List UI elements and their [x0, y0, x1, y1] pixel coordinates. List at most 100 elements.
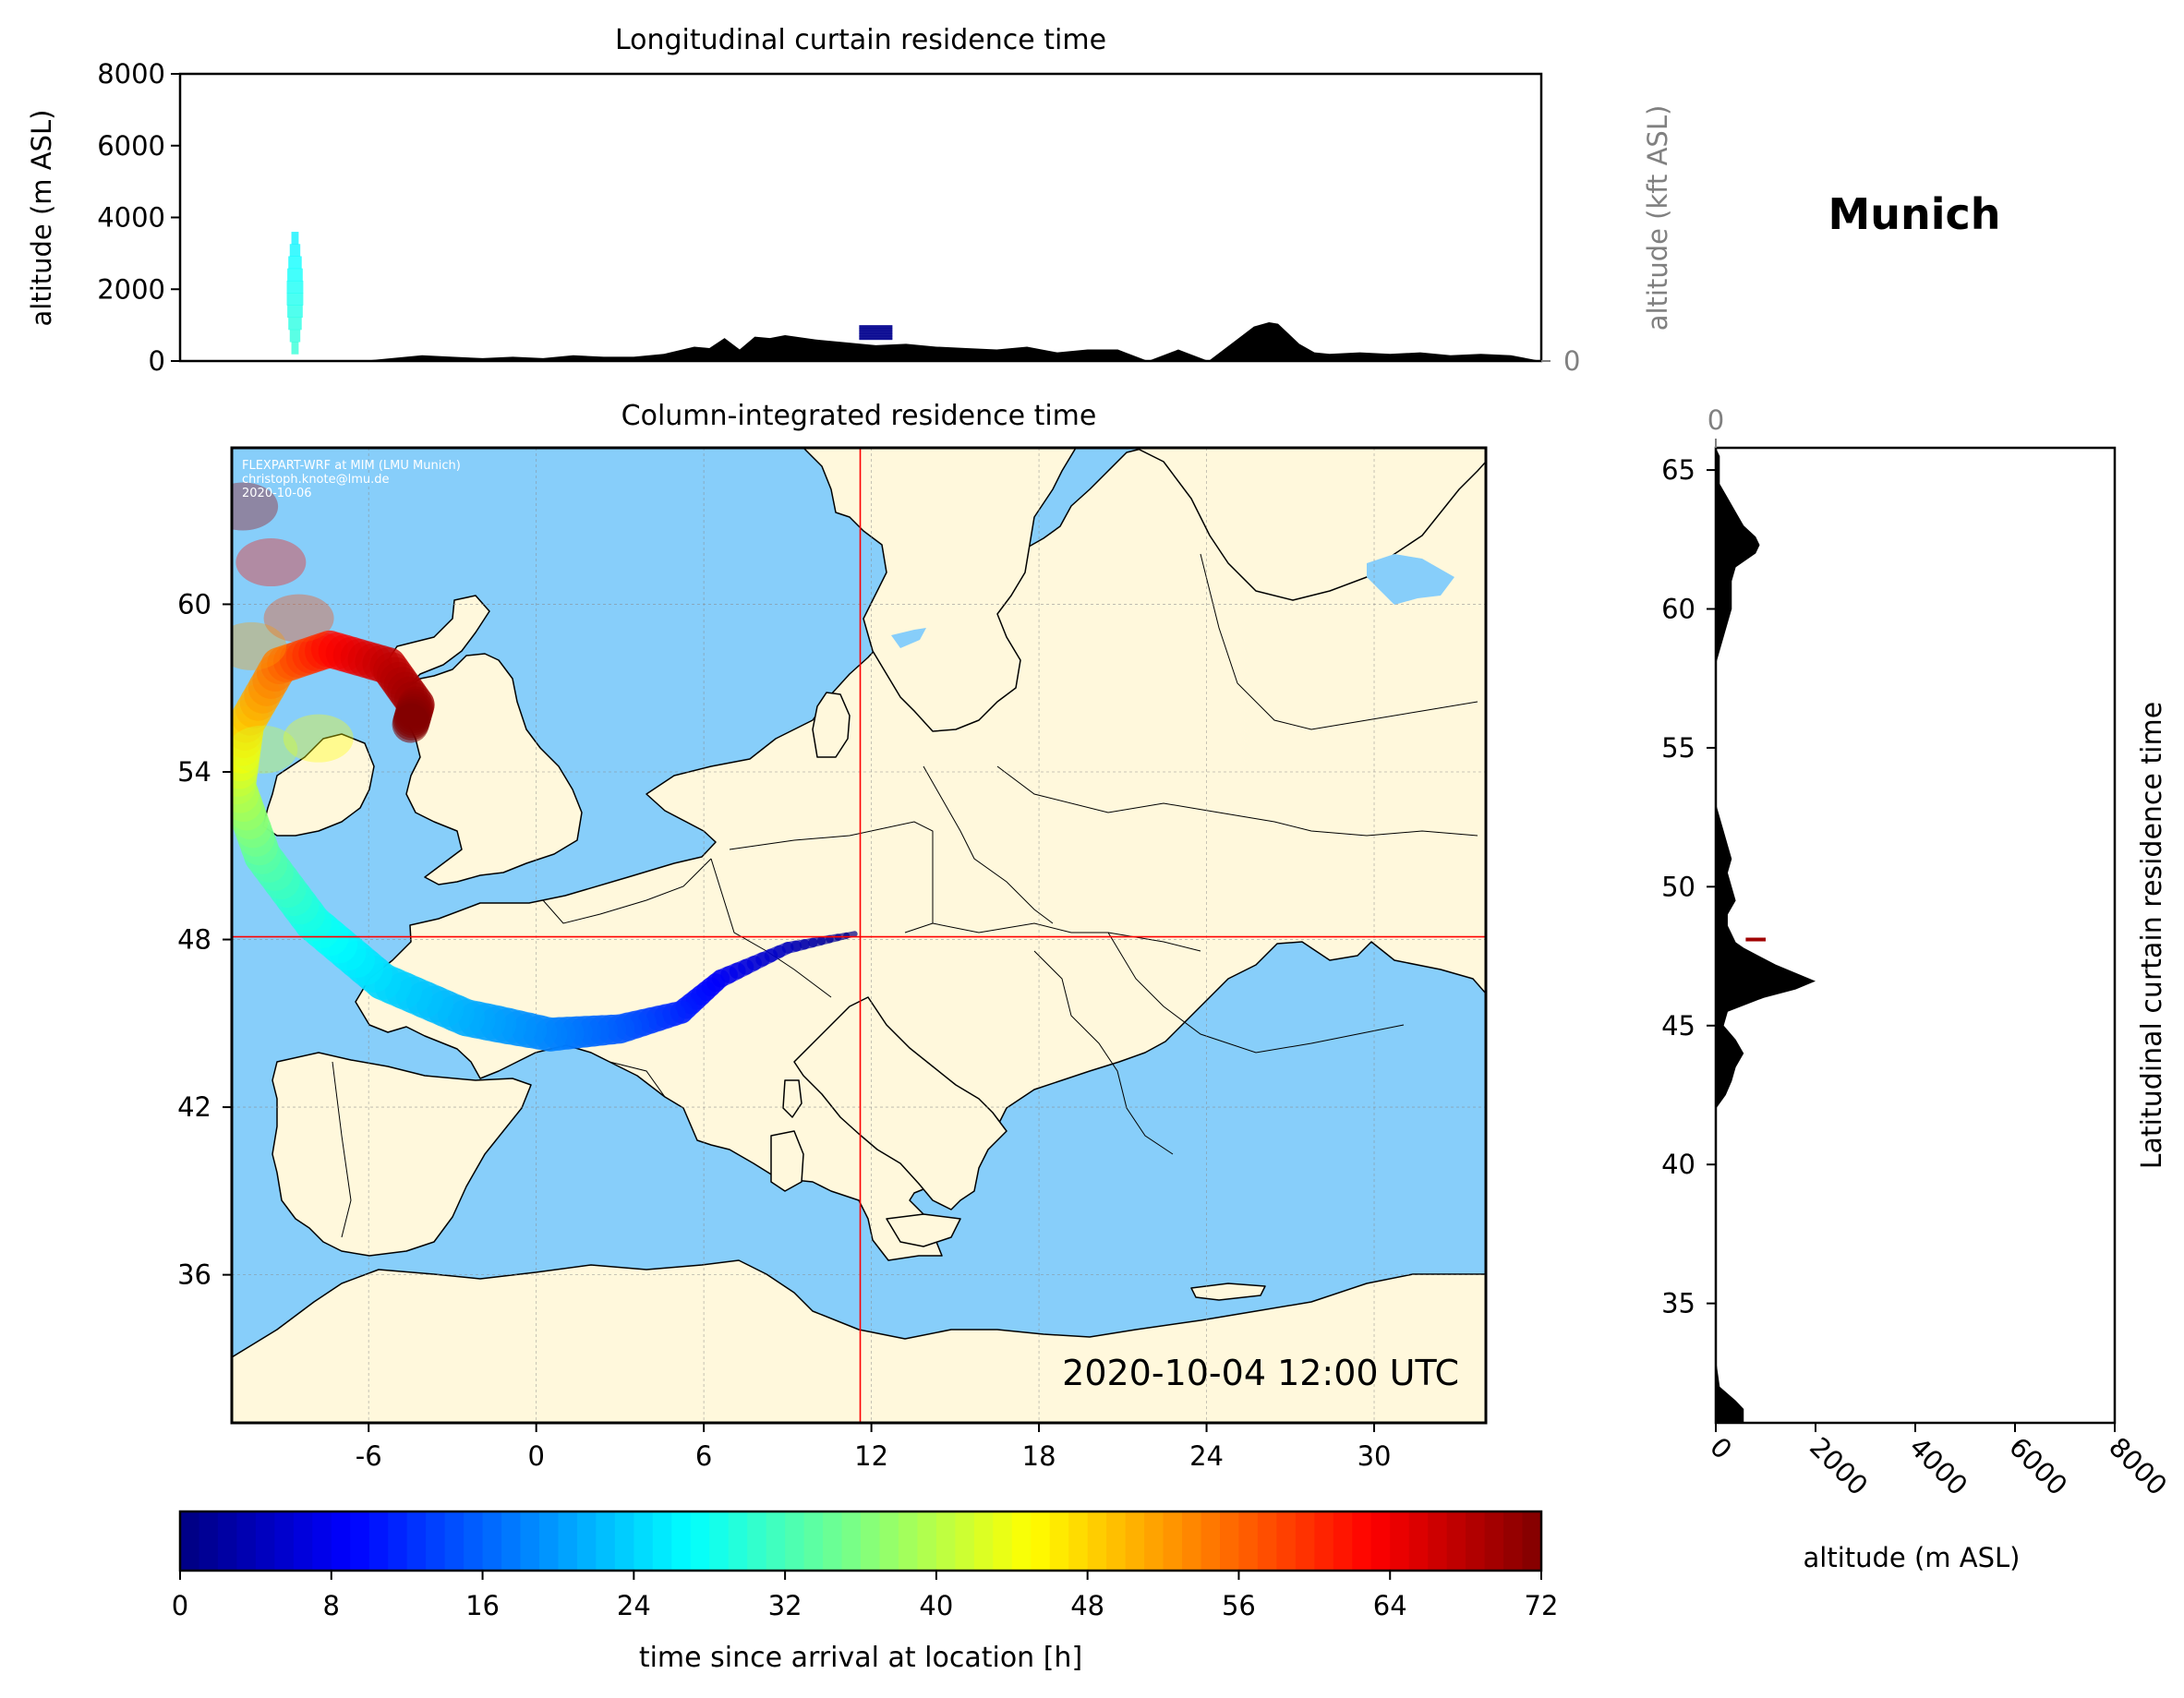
- colorbar-segment: [785, 1511, 805, 1571]
- longitudinal-residence-cell: [288, 317, 302, 331]
- colorbar-segment: [766, 1511, 786, 1571]
- latitudinal-residence: [1745, 937, 1766, 942]
- plume-segment: [392, 703, 430, 743]
- colorbar-tick-label: 72: [1525, 1590, 1559, 1621]
- colorbar-segment: [1163, 1511, 1183, 1571]
- latitudinal-xticks: 0 2000 4000 6000 8000: [1704, 1423, 2173, 1501]
- plume-spread: [232, 621, 287, 670]
- colorbar-segment: [426, 1511, 446, 1571]
- colorbar-segment: [633, 1511, 654, 1571]
- map-borders: [332, 553, 1478, 1238]
- colorbar-segment: [312, 1511, 332, 1571]
- land-africa: [232, 1259, 1486, 1423]
- colorbar-segment: [482, 1511, 502, 1571]
- colorbar-tick-label: 32: [768, 1590, 802, 1621]
- map-annotation-line-3: 2020-10-06: [242, 487, 312, 500]
- longitudinal-terrain-area: [180, 322, 1541, 361]
- latitudinal-xtick-label: 2000: [1804, 1431, 1874, 1501]
- colorbar-segment: [1276, 1511, 1297, 1571]
- longitudinal-residence-cell: [289, 329, 301, 343]
- land-scandinavia: [802, 448, 1077, 732]
- colorbar-segment: [217, 1511, 238, 1571]
- colorbar-segment: [614, 1511, 634, 1571]
- colorbar-segment: [501, 1511, 522, 1571]
- colorbar-segment: [388, 1511, 408, 1571]
- longitudinal-residence-cell: [859, 331, 893, 334]
- longitudinal-residence-cell: [859, 336, 893, 339]
- colorbar-segment: [1466, 1511, 1486, 1571]
- plume-spread: [232, 482, 279, 531]
- colorbar-segment: [406, 1511, 427, 1571]
- colorbar-segment: [747, 1511, 767, 1571]
- latitudinal-xtick-label: 4000: [1903, 1431, 1973, 1501]
- colorbar-tick-label: 8: [323, 1590, 340, 1621]
- colorbar-segment: [917, 1511, 937, 1571]
- colorbar-ticks: 0 8 16 24 32 40 48 56 64 72: [172, 1571, 1559, 1621]
- land-iberia: [271, 1052, 532, 1257]
- longitudinal-residence-cell: [288, 256, 302, 270]
- land-corsica: [782, 1079, 802, 1118]
- colorbar-segment: [596, 1511, 616, 1571]
- colorbar-segment: [368, 1511, 389, 1571]
- colorbar-segment: [1106, 1511, 1127, 1571]
- map-xticks: -6 0 6 12 18 24 30: [356, 1423, 1392, 1472]
- colorbar-segment: [1484, 1511, 1504, 1571]
- colorbar-segment: [973, 1511, 994, 1571]
- colorbar-segment: [255, 1511, 275, 1571]
- latitudinal-terrain: [1716, 448, 1816, 1423]
- latitudinal-xtick-label: 8000: [2103, 1431, 2173, 1501]
- colorbar-segment: [1031, 1511, 1051, 1571]
- map-ytick-label: 54: [177, 756, 211, 788]
- map-ytick-label: 42: [177, 1091, 211, 1123]
- colorbar-segment: [1144, 1511, 1164, 1571]
- map-xtick-label: -6: [356, 1440, 382, 1472]
- colorbar-segment: [1238, 1511, 1259, 1571]
- colorbar-segment: [1219, 1511, 1240, 1571]
- residence-plume: [232, 482, 858, 1052]
- longitudinal-residence-cell: [859, 338, 893, 341]
- plume-spread: [232, 725, 298, 774]
- colorbar-segment: [538, 1511, 560, 1571]
- colorbar-segment: [444, 1511, 465, 1571]
- latitudinal-frame: [1714, 446, 2117, 1425]
- longitudinal-residence-cell: [291, 232, 299, 245]
- plume-spread: [263, 594, 334, 643]
- colorbar-segment: [520, 1511, 540, 1571]
- colorbar-tick-label: 16: [465, 1590, 500, 1621]
- map-ytick-label: 60: [177, 588, 211, 620]
- longitudinal-title: Longitudinal curtain residence time: [615, 24, 1106, 56]
- colorbar-segment: [1201, 1511, 1221, 1571]
- latitudinal-ytick-label: 40: [1661, 1149, 1695, 1180]
- latitudinal-xtick-label: 6000: [2003, 1431, 2073, 1501]
- colorbar-segment: [1314, 1511, 1334, 1571]
- colorbar-segment: [1049, 1511, 1069, 1571]
- latitudinal-ytick-label: 35: [1661, 1288, 1695, 1319]
- longitudinal-ytick-label: 2000: [97, 273, 165, 305]
- latitudinal-xticks-top: 050100: [1707, 404, 1724, 448]
- colorbar-segment: [1257, 1511, 1277, 1571]
- latitudinal-xtick-top-label: 0: [1707, 404, 1724, 436]
- longitudinal-terrain: [180, 322, 1541, 361]
- map-xtick-label: 0: [527, 1440, 544, 1472]
- longitudinal-yticks-right: 050100: [1541, 345, 1580, 377]
- map-xtick-label: 18: [1022, 1440, 1056, 1472]
- latitudinal-terrain-area: [1716, 448, 1816, 1423]
- longitudinal-residence-cell: [859, 329, 893, 331]
- map-ytick-label: 48: [177, 924, 211, 956]
- colorbar: [180, 1511, 1542, 1571]
- colorbar-frame: [178, 1510, 1543, 1572]
- latitudinal-title: Latitudinal curtain residence time: [2136, 702, 2168, 1169]
- colorbar-segment: [293, 1511, 313, 1571]
- location-title: Munich: [1828, 189, 2000, 239]
- longitudinal-residence-cell: [859, 333, 893, 336]
- colorbar-segment: [1333, 1511, 1353, 1571]
- colorbar-segment: [879, 1511, 899, 1571]
- longitudinal-yticks: 0 2000 4000 6000 8000: [97, 58, 180, 377]
- colorbar-tick-label: 0: [172, 1590, 188, 1621]
- map-xtick-label: 30: [1357, 1440, 1392, 1472]
- colorbar-segment: [1087, 1511, 1107, 1571]
- longitudinal-residence-cell: [287, 305, 303, 319]
- colorbar-segment: [350, 1511, 370, 1571]
- colorbar-segment: [841, 1511, 862, 1571]
- colorbar-segment: [1068, 1511, 1089, 1571]
